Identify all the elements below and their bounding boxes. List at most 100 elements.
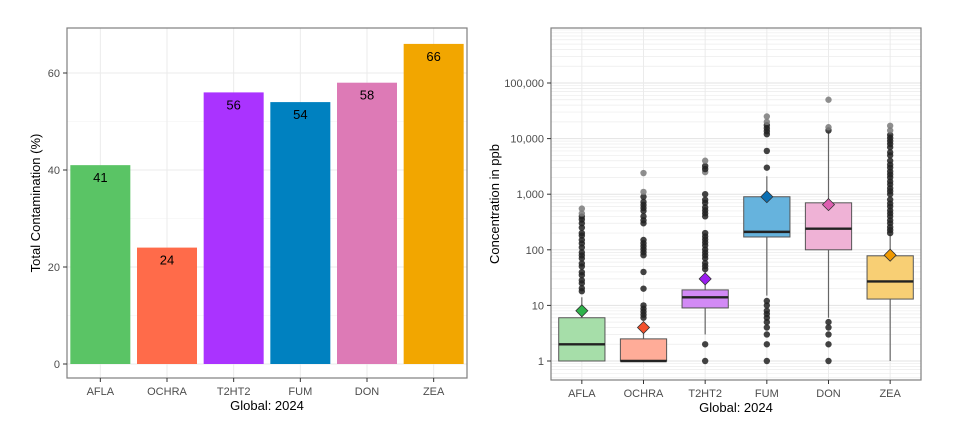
x-tick-label: OCHRA [147, 386, 187, 398]
box-afla [558, 317, 606, 362]
y-tick-label: 100 [526, 245, 544, 257]
y-tick-label: 60 [48, 68, 60, 80]
outlier-point-t2ht2 [701, 341, 709, 348]
left-panel-border [66, 27, 468, 379]
bar-value-label: 24 [160, 253, 174, 268]
outlier-point-don [825, 331, 832, 338]
outlier-point-t2ht2 [701, 259, 709, 267]
outlier-point-afla [578, 236, 586, 244]
outlier-point-afla [578, 210, 586, 217]
outlier-point-don [825, 357, 832, 365]
bar-value-label: 66 [426, 49, 440, 64]
x-tick-label: AFLA [568, 388, 596, 400]
outlier-point-don [825, 124, 832, 131]
bar-zea [403, 43, 464, 365]
outlier-point-fum [763, 164, 771, 171]
right-grid [551, 28, 921, 380]
bar-value-label: 41 [93, 170, 107, 185]
outlier-point-afla [578, 277, 586, 284]
mean-marker-zea [883, 248, 897, 262]
outlier-point-fum [763, 331, 771, 338]
outlier-point-ochra [640, 213, 647, 220]
x-tick-label: ZEA [423, 386, 445, 398]
outlier-point-fum [763, 302, 771, 309]
right-x-axis: AFLA OCHRA T2HT2 FUM DON ZEA [568, 380, 902, 400]
contamination-bar-chart: 41 24 56 54 58 66 0 20 40 60 AFLA OCHRA T2HT2 FUM DO… [28, 27, 468, 413]
outlier-point-fum [763, 357, 771, 365]
outlier-point-fum [763, 307, 771, 314]
outlier-point-zea [886, 122, 894, 129]
mean-marker-don [821, 198, 836, 212]
y-tick-label: 40 [48, 165, 60, 177]
y-tick-label: 10 [532, 300, 544, 312]
outlier-point-ochra [640, 236, 647, 244]
box-zea [866, 255, 914, 300]
y-tick-label: 10,000 [510, 134, 544, 146]
outlier-point-t2ht2 [701, 357, 709, 365]
outlier-point-don [825, 318, 832, 326]
box-fum [743, 196, 791, 238]
outlier-point-t2ht2 [701, 229, 709, 237]
outlier-point-fum [763, 147, 771, 155]
x-tick-label: OCHRA [624, 388, 664, 400]
outlier-point-zea [886, 157, 894, 164]
right-y-axis-title: Concentration in ppb [487, 144, 502, 264]
outlier-point-afla [578, 224, 586, 231]
outlier-point-ochra [640, 193, 647, 200]
y-tick-label: 0 [54, 359, 60, 371]
x-tick-label: ZEA [879, 388, 901, 400]
outlier-point-t2ht2 [701, 162, 709, 170]
mean-marker-t2ht2 [698, 272, 712, 286]
outlier-point-t2ht2 [701, 196, 709, 204]
outlier-point-ochra [640, 302, 647, 309]
bar-value-label: 54 [293, 107, 307, 122]
bar-t2ht2 [203, 92, 264, 365]
x-tick-label: DON [355, 386, 380, 398]
outlier-point-afla [578, 260, 586, 267]
right-y-axis: 1 10 100 1,000 10,000 100,000 [504, 78, 551, 368]
outlier-point-ochra [640, 198, 647, 206]
bar-afla [70, 165, 131, 364]
mean-marker-fum [760, 190, 774, 204]
left-y-axis: 0 20 40 60 [48, 68, 67, 371]
right-x-axis-title: Global: 2024 [699, 400, 773, 415]
bar-fum [270, 102, 331, 364]
left-y-axis-title: Total Contamination (%) [28, 134, 43, 273]
outlier-point-don [825, 324, 832, 331]
left-bars: 41 24 56 54 58 66 [70, 43, 464, 365]
outlier-point-fum [763, 341, 771, 348]
outlier-point-don [825, 96, 832, 103]
concentration-box-plot: 1 10 100 1,000 10,000 100,000 AFLA OCHRA T2HT2 F… [487, 27, 922, 415]
right-panel-border [550, 27, 922, 381]
outlier-point-t2ht2 [701, 204, 709, 211]
outlier-point-fum [763, 324, 771, 331]
outlier-point-ochra [640, 169, 647, 177]
mean-marker-afla [575, 304, 589, 318]
right-boxes [558, 96, 914, 365]
left-x-axis: AFLA OCHRA T2HT2 FUM DON ZEA [87, 378, 445, 398]
x-tick-label: FUM [755, 388, 779, 400]
outlier-point-zea [886, 149, 894, 156]
outlier-point-t2ht2 [701, 157, 709, 164]
x-tick-label: DON [816, 388, 841, 400]
y-tick-label: 100,000 [504, 78, 544, 90]
outlier-point-afla [578, 249, 586, 256]
bar-value-label: 56 [226, 97, 240, 112]
outlier-point-fum [763, 297, 771, 305]
x-tick-label: T2HT2 [688, 388, 722, 400]
left-x-axis-title: Global: 2024 [230, 398, 304, 413]
bar-don [337, 82, 397, 364]
outlier-point-fum [763, 113, 771, 120]
y-tick-label: 1 [538, 356, 544, 368]
x-tick-label: AFLA [87, 386, 115, 398]
outlier-point-afla [578, 268, 586, 276]
outlier-point-ochra [640, 188, 647, 196]
outlier-point-afla [578, 229, 586, 237]
box-t2ht2 [681, 289, 729, 309]
y-tick-label: 20 [48, 262, 60, 274]
outlier-point-zea [886, 196, 894, 203]
outlier-point-ochra [640, 285, 647, 292]
outlier-point-t2ht2 [701, 191, 709, 198]
bar-ochra [137, 247, 197, 364]
outlier-point-afla [578, 285, 586, 292]
